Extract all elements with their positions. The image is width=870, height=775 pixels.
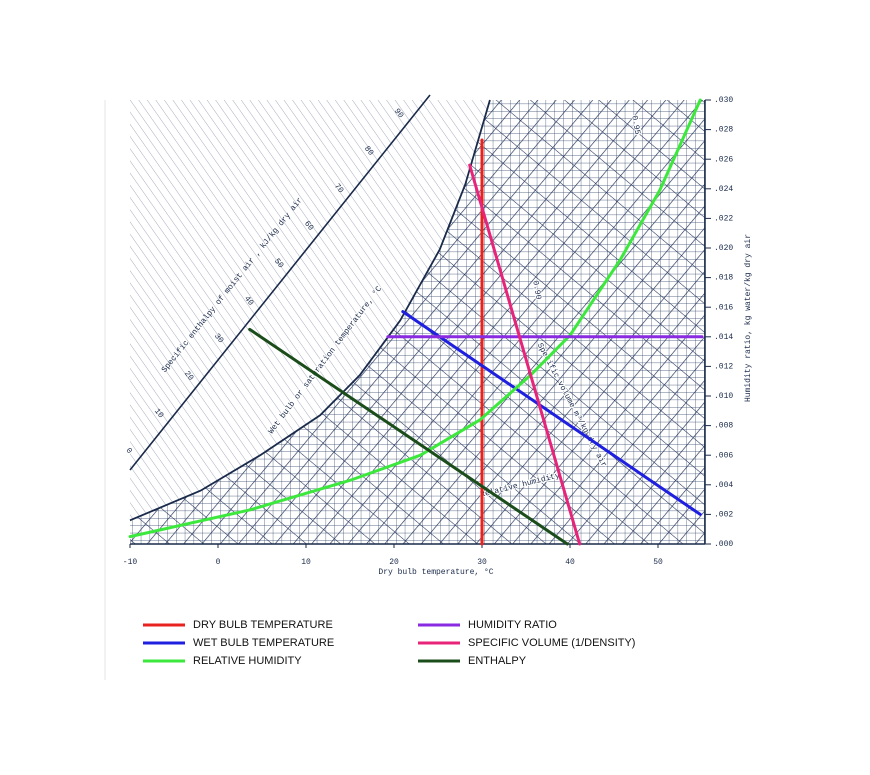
legend-label: WET BULB TEMPERATURE [193, 637, 334, 649]
legend-label: SPECIFIC VOLUME (1/DENSITY) [468, 637, 635, 649]
enthalpy-tick-label: 0 [123, 446, 133, 455]
y2-tick-label: .008 [714, 422, 733, 431]
series-line [128, 98, 702, 539]
y2-tick-label: .014 [714, 333, 733, 342]
y2-tick-label: .012 [714, 363, 733, 372]
y2-tick-label: .024 [714, 185, 733, 194]
x-tick-label: 50 [653, 558, 663, 567]
y2-tick-label: .000 [714, 540, 733, 549]
y2-tick-label: .020 [714, 244, 733, 253]
y2-tick-label: .026 [714, 155, 733, 164]
series-line [468, 163, 582, 546]
x-tick-label: 20 [389, 558, 399, 567]
y2-tick-label: .004 [714, 481, 733, 490]
saturation-curve [129, 99, 491, 522]
y2-tick-label: .030 [714, 96, 733, 105]
enthalpy-scale-line [129, 94, 431, 471]
legend-label: HUMIDITY RATIO [468, 619, 557, 631]
y2-tick-label: .006 [714, 451, 733, 460]
x-tick-label: 30 [477, 558, 487, 567]
x-tick-label: 10 [301, 558, 311, 567]
y2-tick-label: .002 [714, 511, 733, 520]
x-tick-label: 40 [565, 558, 575, 567]
annotation: 0.95 [629, 115, 641, 136]
x-axis-label: Dry bulb temperature, °C [378, 568, 493, 577]
y2-tick-label: .028 [714, 126, 733, 135]
y2-axis-label: Humidity ratio, kg water/kg dry air [744, 234, 753, 402]
x-tick-label: -10 [123, 558, 138, 567]
legend-label: ENTHALPY [468, 655, 527, 667]
annotation: 0.90 [530, 280, 542, 301]
x-tick-label: 0 [216, 558, 221, 567]
legend-label: DRY BULB TEMPERATURE [193, 619, 333, 631]
series-line [248, 327, 569, 546]
y2-tick-label: .022 [714, 215, 733, 224]
y2-tick-label: .010 [714, 392, 733, 401]
legend-label: RELATIVE HUMIDITY [193, 655, 302, 667]
y2-tick-label: .018 [714, 274, 733, 283]
top-mask [100, 60, 735, 100]
y2-tick-label: .016 [714, 303, 733, 312]
series-line [401, 310, 702, 516]
unsaturated-hatch [130, 90, 490, 521]
